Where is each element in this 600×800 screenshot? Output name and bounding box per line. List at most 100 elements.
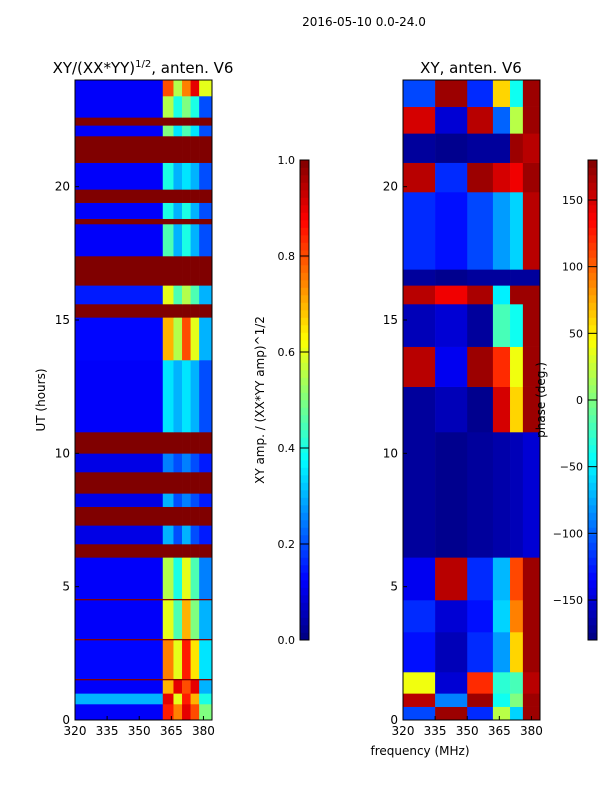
heatmap1-cell [182,506,191,526]
heatmap1-cell [162,600,174,639]
heatmap1-cell [182,600,191,639]
heatmap1-cell [173,317,183,361]
heatmap1-cell [182,640,191,679]
heatmap1-cell [162,125,174,137]
heatmap2-cell [510,557,524,601]
heatmap1-cell [75,600,164,639]
heatmap2-cell [467,672,494,694]
heatmap1-cell [199,600,213,639]
colorbar2-segment [588,587,597,596]
heatmap1-cell [173,506,183,526]
heatmap2-cell [435,672,468,694]
heatmap1-cell [199,360,213,433]
heatmap2-cell [467,693,494,707]
heatmap1-cell [190,218,200,225]
heatmap2-cell [522,386,541,433]
axes1-ytick-label: 15 [55,313,70,327]
heatmap2-cell [435,706,468,721]
heatmap2-cell [467,80,494,107]
heatmap2-cell [492,693,511,707]
heatmap1-cell [190,80,200,97]
colorbar1-segment [300,355,309,363]
heatmap1-cell [75,136,164,163]
colorbar1-segment [300,190,309,198]
colorbar2-segment [588,610,597,618]
colorbar2-segment [588,602,597,611]
colorbar1-tick-label: 0.8 [278,250,296,263]
heatmap2-cell [403,80,436,107]
heatmap1-cell [173,136,183,163]
colorbar2-segment [588,467,597,476]
colorbar2-tick-label: −150 [553,594,583,607]
y-axis-label: UT (hours) [34,368,48,431]
heatmap1-cell [75,360,164,433]
colorbar2-segment [588,280,597,288]
heatmap1-cell [199,680,213,694]
heatmap2-cell [522,672,541,694]
heatmap1-cell [162,96,174,118]
axes1-ytick-label: 5 [62,580,70,594]
heatmap2-cell [435,162,468,193]
heatmap1-cell [75,557,164,599]
colorbar2-segment [588,190,597,198]
axes2-xtick-label: 335 [424,724,447,738]
heatmap1-cell [199,80,213,97]
heatmap1-cell [199,136,213,163]
heatmap1-cell [75,638,164,641]
heatmap1-cell [190,432,200,454]
axes2-frame [402,79,541,721]
heatmap1-cell [182,285,191,305]
heatmap2-cell [403,557,436,601]
colorbar1-segment [300,302,309,311]
heatmap2-cell [467,192,494,270]
heatmap1-cell [173,598,183,601]
heatmap2-cell [435,632,468,673]
colorbar1-segment [300,430,309,438]
colorbar1-segment [300,535,309,543]
heatmap1-cell [75,317,164,361]
axes1-xtick-label: 335 [96,724,119,738]
colorbar2-segment [588,437,597,446]
heatmap1-cell [75,432,164,454]
heatmap2-cell [492,557,511,601]
colorbar2-segment [588,482,597,491]
colorbar2-segment [588,595,597,603]
colorbar2-segment [588,535,597,543]
heatmap2-cell [510,632,524,673]
colorbar1-segment [300,347,309,356]
heatmap1-cell [75,224,164,257]
heatmap1-cell [173,117,183,126]
colorbar1-segment [300,460,309,468]
heatmap2-cell [522,693,541,707]
colorbar1-segment [300,257,309,266]
left-title: XY/(XX*YY)1/2, anten. V6 [53,59,234,77]
heatmap1-cell [162,80,174,97]
heatmap2-cell [403,632,436,673]
heatmap1-cell [162,218,174,225]
heatmap1-cell [199,453,213,473]
heatmap1-cell [173,304,183,318]
heatmap1-cell [162,638,174,641]
colorbar1-segment [300,572,309,581]
heatmap1-cell [162,544,174,558]
colorbar1-segment [300,280,309,288]
heatmap1-cell [199,704,213,721]
colorbar1-segment [300,610,309,618]
heatmap2-cell [403,192,436,270]
heatmap1-cell [162,256,174,286]
colorbar1-tick-label: 0.2 [278,538,296,551]
colorbar1-segment [300,527,309,536]
heatmap1-cell [173,360,183,433]
heatmap1-cell [182,557,191,599]
heatmap1-cell [182,224,191,257]
heatmap2-cell [522,80,541,107]
axes1-ytick-label: 10 [55,446,70,460]
colorbar2-segment [588,257,597,266]
colorbar2-segment [588,355,597,363]
colorbar1-segment [300,400,309,408]
heatmap1-cell [190,317,200,361]
colorbar1-segment [300,482,309,491]
heatmap1-cell [199,557,213,599]
heatmap1-cell [173,472,183,494]
heatmap2-cell [467,269,494,286]
